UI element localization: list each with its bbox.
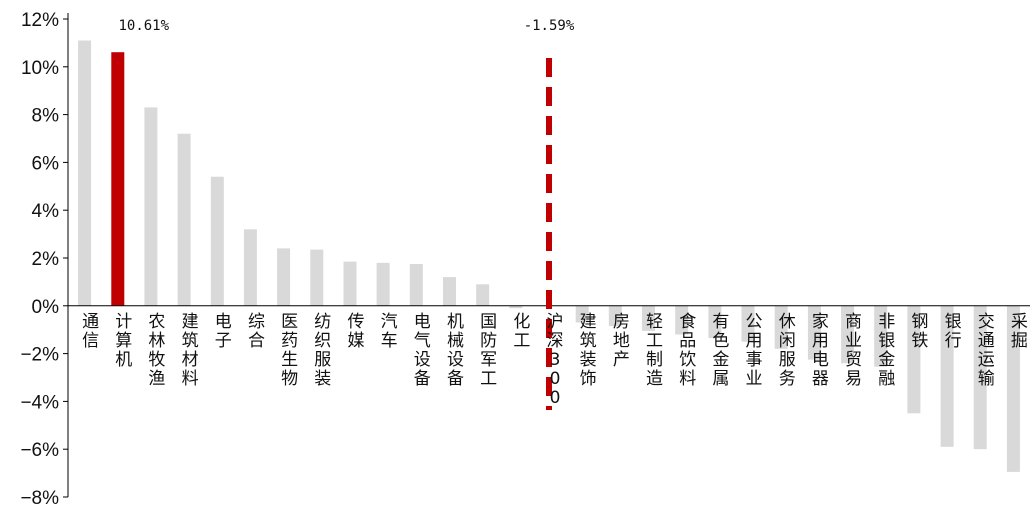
category-label: 化工 [513, 312, 530, 351]
category-label: 综合 [248, 312, 265, 351]
y-tick-labels: 12% 10% 8% 6% 4% 2% 0% −2% −4% −6% −8% [20, 10, 59, 509]
bar [708, 305, 722, 339]
category-label: 食品饮料 [679, 312, 696, 389]
y-tick-label: −6% [20, 440, 59, 461]
bar [310, 249, 324, 306]
y-tick-label: 10% [21, 58, 59, 79]
category-label: 纺织服装 [314, 312, 331, 389]
category-label: 休闲服务 [779, 312, 796, 389]
category-label: 非银金融 [878, 312, 895, 389]
data-labels-layer: -1.59% 10.61% [118, 18, 574, 34]
bar [642, 305, 655, 331]
y-tick-label: 2% [32, 249, 60, 270]
y-tick-label: 8% [32, 106, 60, 127]
bar [973, 305, 987, 450]
category-labels: 通信计算机农林牧渔建筑材料电子综合医药生物纺织服装传媒汽车电气设备机械设备国防军… [82, 312, 1028, 408]
category-label: 商业贸易 [845, 312, 862, 389]
category-label: 交通运输 [978, 312, 995, 389]
category-label: 医药生物 [281, 312, 298, 389]
y-tick-label: 0% [32, 297, 60, 318]
category-label: 电气设备 [414, 312, 431, 389]
bar [376, 262, 390, 306]
category-label: 沪深 3 0 0 [547, 312, 564, 408]
bar [210, 176, 224, 306]
category-label: 国防军工 [480, 312, 497, 389]
bar [608, 305, 622, 327]
bar [443, 277, 456, 306]
category-label: 家用电器 [812, 312, 829, 389]
y-tick-label: −4% [20, 392, 59, 413]
bar [177, 133, 191, 306]
bar-highlight [111, 52, 125, 306]
bar [874, 305, 888, 367]
category-label: 银行 [945, 312, 962, 351]
category-label: 计算机 [115, 312, 132, 370]
y-tick-label: 12% [21, 10, 59, 31]
category-label: 采掘 [1011, 312, 1028, 351]
category-label: 传媒 [347, 312, 364, 351]
bar [774, 305, 788, 349]
bar [343, 261, 357, 306]
bar [476, 284, 490, 306]
bar [78, 40, 92, 306]
category-label: 有色金属 [712, 312, 729, 389]
category-label: 轻工制造 [646, 312, 663, 389]
data-label: 10.61% [118, 18, 169, 34]
bar [675, 305, 689, 335]
category-label: 房地产 [613, 312, 630, 370]
reference-value-label: -1.59% [524, 18, 575, 34]
category-label: 汽车 [381, 312, 398, 351]
axis-layer [63, 13, 1030, 498]
y-tick-label: −2% [20, 345, 59, 366]
bar [575, 305, 589, 323]
category-label: 建筑装饰 [580, 312, 597, 389]
category-label: 钢铁 [911, 312, 928, 351]
bar [243, 229, 257, 306]
category-label: 通信 [82, 312, 99, 351]
y-tick-label: −8% [20, 488, 59, 509]
y-tick-label: 4% [32, 201, 60, 222]
bar [144, 107, 158, 306]
category-label: 农林牧渔 [148, 312, 165, 389]
bar [409, 264, 423, 306]
bar [509, 305, 523, 309]
bar [841, 305, 855, 364]
bar [940, 305, 954, 447]
bar [907, 305, 921, 414]
bar [807, 305, 821, 360]
y-tick-label: 6% [32, 153, 60, 174]
category-label: 机械设备 [447, 312, 464, 389]
category-label: 公用事业 [746, 312, 763, 389]
category-label: 建筑材料 [182, 312, 199, 389]
bar [277, 248, 291, 306]
bars-layer [78, 40, 1020, 472]
bar [1006, 305, 1020, 472]
bar [741, 305, 755, 342]
category-label: 电子 [215, 312, 232, 351]
